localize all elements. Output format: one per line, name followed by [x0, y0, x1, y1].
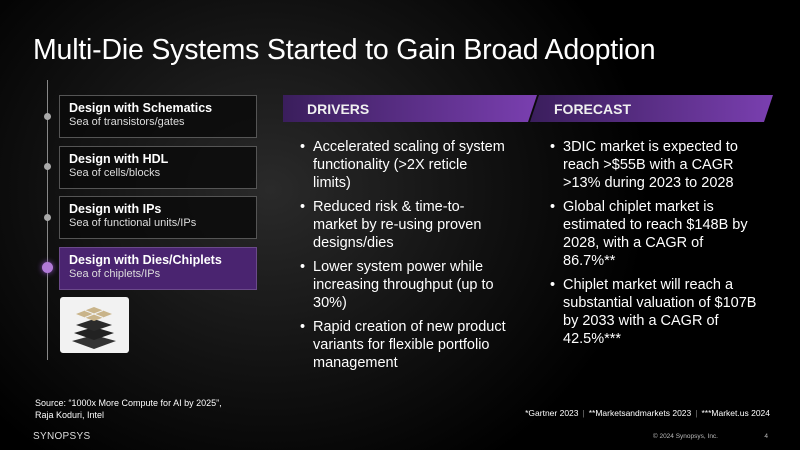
list-item: 3DIC market is expected to reach >$55B w…	[548, 138, 758, 192]
chiplet-stack-image	[60, 297, 129, 353]
timeline-dot	[44, 214, 51, 221]
stage-heading: Design with Schematics	[69, 101, 213, 115]
stage-subtitle: Sea of transistors/gates	[69, 116, 185, 128]
forecast-header: FORECAST	[530, 95, 773, 122]
list-item: Rapid creation of new product variants f…	[298, 318, 508, 372]
stage-subtitle: Sea of cells/blocks	[69, 167, 161, 179]
page-number: 4	[764, 433, 768, 440]
drivers-list: Accelerated scaling of system functional…	[298, 138, 508, 378]
footnote: **Marketsandmarkets 2023	[588, 408, 692, 418]
drivers-header: DRIVERS	[283, 95, 537, 122]
stage-ips: Design with IPs Sea of functional units/…	[59, 196, 257, 239]
list-item: Reduced risk & time-to-market by re-usin…	[298, 198, 508, 252]
source-line: Raja Koduri, Intel	[35, 410, 105, 420]
list-item: Global chiplet market is estimated to re…	[548, 198, 758, 270]
stage-hdl: Design with HDL Sea of cells/blocks	[59, 146, 257, 189]
list-item: Chiplet market will reach a substantial …	[548, 276, 758, 348]
stage-schematics: Design with Schematics Sea of transistor…	[59, 95, 257, 138]
synopsys-logo: SYNOPSYS	[33, 431, 91, 442]
list-item: Accelerated scaling of system functional…	[298, 138, 508, 192]
stage-heading: Design with IPs	[69, 202, 162, 216]
footnote: ***Market.us 2024	[701, 408, 770, 418]
copyright: © 2024 Synopsys, Inc.	[652, 433, 718, 440]
footnotes: *Gartner 2023 | **Marketsandmarkets 2023 | *…	[525, 408, 770, 418]
stage-subtitle: Sea of chiplets/IPs	[69, 268, 161, 280]
stage-heading: Design with HDL	[69, 152, 169, 166]
timeline-dot	[44, 163, 51, 170]
list-item: Lower system power while increasing thro…	[298, 258, 508, 312]
source-line: Source: “1000x More Compute for AI by 20…	[35, 398, 222, 408]
stage-heading: Design with Dies/Chiplets	[69, 253, 222, 267]
timeline-dot	[44, 113, 51, 120]
footnote: *Gartner 2023	[525, 408, 579, 418]
slide-title: Multi-Die Systems Started to Gain Broad …	[33, 34, 656, 66]
stage-chiplets: Design with Dies/Chiplets Sea of chiplet…	[59, 247, 257, 290]
stage-subtitle: Sea of functional units/IPs	[69, 217, 197, 229]
forecast-list: 3DIC market is expected to reach >$55B w…	[548, 138, 758, 354]
source-citation: Source: “1000x More Compute for AI by 20…	[35, 397, 222, 421]
timeline-dot-active	[42, 262, 53, 273]
